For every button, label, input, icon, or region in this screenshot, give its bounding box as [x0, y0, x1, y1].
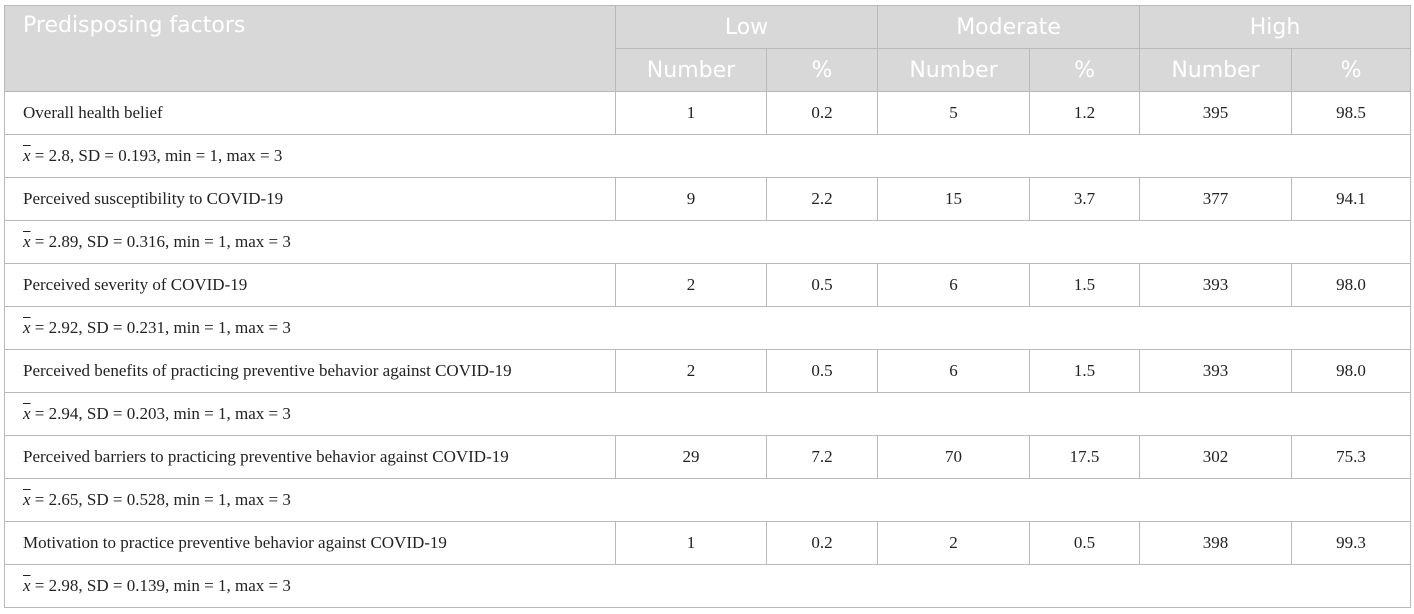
stat-row: x = 2.92, SD = 0.231, min = 1, max = 3	[3, 306, 1412, 350]
cell-high-percent: 98.0	[1291, 263, 1412, 307]
stat-text: = 2.94, SD = 0.203, min = 1, max = 3	[30, 404, 291, 423]
column-header-moderate-percent: %	[1029, 48, 1141, 92]
cell-low-percent: 2.2	[765, 177, 879, 221]
stat-text: = 2.8, SD = 0.193, min = 1, max = 3	[30, 146, 283, 165]
column-group-low: Low	[614, 5, 879, 49]
row-label: Perceived severity of COVID-19	[4, 263, 616, 307]
mean-symbol: x	[23, 232, 31, 251]
header-row-subheaders: Number % Number % Number %	[5, 48, 1412, 92]
row-label: Perceived barriers to practicing prevent…	[4, 435, 616, 479]
mean-symbol: x	[23, 404, 31, 423]
column-group-high: High	[1139, 5, 1412, 49]
header-row-groups: Predisposing factors Low Moderate High	[4, 5, 1412, 92]
mean-symbol: x	[23, 490, 31, 509]
stat-row: x = 2.65, SD = 0.528, min = 1, max = 3	[3, 478, 1412, 522]
table-body: Overall health belief 1 0.2 5 1.2 395 98…	[3, 91, 1412, 608]
column-header-moderate-number: Number	[877, 48, 1031, 92]
cell-moderate-percent: 17.5	[1029, 435, 1141, 479]
cell-high-number: 302	[1139, 435, 1293, 479]
column-header-high-percent: %	[1291, 48, 1412, 92]
cell-moderate-percent: 0.5	[1029, 521, 1141, 565]
cell-moderate-number: 15	[877, 177, 1031, 221]
cell-low-number: 1	[615, 521, 767, 565]
cell-high-number: 377	[1139, 177, 1293, 221]
cell-moderate-number: 6	[877, 349, 1031, 393]
table-header: Predisposing factors Low Moderate High N…	[4, 5, 1412, 92]
stat-cell: x = 2.8, SD = 0.193, min = 1, max = 3	[3, 134, 1412, 178]
predisposing-factors-table: Predisposing factors Low Moderate High N…	[3, 5, 1412, 608]
cell-low-number: 1	[615, 91, 767, 135]
cell-moderate-percent: 1.5	[1029, 263, 1141, 307]
column-header-high-number: Number	[1139, 48, 1293, 92]
cell-high-number: 395	[1139, 91, 1293, 135]
table-row: Overall health belief 1 0.2 5 1.2 395 98…	[4, 91, 1412, 135]
cell-low-percent: 0.5	[765, 349, 879, 393]
cell-low-number: 2	[615, 349, 767, 393]
column-header-factors: Predisposing factors	[4, 5, 616, 92]
mean-symbol: x	[23, 318, 31, 337]
cell-high-percent: 75.3	[1291, 435, 1412, 479]
cell-high-percent: 98.5	[1291, 91, 1412, 135]
stat-row: x = 2.94, SD = 0.203, min = 1, max = 3	[3, 392, 1412, 436]
cell-low-number: 2	[615, 263, 767, 307]
cell-high-number: 398	[1139, 521, 1293, 565]
table-row: Perceived severity of COVID-19 2 0.5 6 1…	[4, 263, 1412, 307]
cell-moderate-percent: 1.5	[1029, 349, 1141, 393]
cell-low-percent: 0.5	[765, 263, 879, 307]
cell-low-percent: 0.2	[765, 91, 879, 135]
row-label: Motivation to practice preventive behavi…	[4, 521, 616, 565]
stat-row: x = 2.89, SD = 0.316, min = 1, max = 3	[3, 220, 1412, 264]
cell-high-percent: 99.3	[1291, 521, 1412, 565]
stat-row: x = 2.98, SD = 0.139, min = 1, max = 3	[3, 564, 1412, 608]
cell-moderate-number: 5	[877, 91, 1031, 135]
cell-moderate-percent: 1.2	[1029, 91, 1141, 135]
cell-low-number: 9	[615, 177, 767, 221]
cell-moderate-number: 2	[877, 521, 1031, 565]
table-row: Perceived benefits of practicing prevent…	[4, 349, 1412, 393]
table-row: Perceived barriers to practicing prevent…	[4, 435, 1412, 479]
stat-row: x = 2.8, SD = 0.193, min = 1, max = 3	[3, 134, 1412, 178]
cell-high-percent: 98.0	[1291, 349, 1412, 393]
stat-cell: x = 2.89, SD = 0.316, min = 1, max = 3	[3, 220, 1412, 264]
cell-low-percent: 0.2	[765, 521, 879, 565]
row-label: Perceived susceptibility to COVID-19	[4, 177, 616, 221]
cell-moderate-percent: 3.7	[1029, 177, 1141, 221]
cell-high-number: 393	[1139, 263, 1293, 307]
stat-cell: x = 2.92, SD = 0.231, min = 1, max = 3	[3, 306, 1412, 350]
cell-high-percent: 94.1	[1291, 177, 1412, 221]
row-label: Overall health belief	[4, 91, 616, 135]
cell-low-number: 29	[615, 435, 767, 479]
stat-text: = 2.92, SD = 0.231, min = 1, max = 3	[30, 318, 291, 337]
table-container: Predisposing factors Low Moderate High N…	[3, 5, 1412, 608]
cell-high-number: 393	[1139, 349, 1293, 393]
column-group-moderate: Moderate	[877, 5, 1141, 49]
stat-cell: x = 2.94, SD = 0.203, min = 1, max = 3	[3, 392, 1412, 436]
stat-cell: x = 2.98, SD = 0.139, min = 1, max = 3	[3, 564, 1412, 608]
cell-moderate-number: 70	[877, 435, 1031, 479]
mean-symbol: x	[23, 146, 31, 165]
table-row: Motivation to practice preventive behavi…	[4, 521, 1412, 565]
stat-text: = 2.89, SD = 0.316, min = 1, max = 3	[30, 232, 291, 251]
cell-low-percent: 7.2	[765, 435, 879, 479]
column-header-low-percent: %	[765, 48, 879, 92]
stat-text: = 2.65, SD = 0.528, min = 1, max = 3	[30, 490, 291, 509]
column-header-low-number: Number	[615, 48, 767, 92]
stat-cell: x = 2.65, SD = 0.528, min = 1, max = 3	[3, 478, 1412, 522]
cell-moderate-number: 6	[877, 263, 1031, 307]
mean-symbol: x	[23, 576, 31, 595]
table-row: Perceived susceptibility to COVID-19 9 2…	[4, 177, 1412, 221]
stat-text: = 2.98, SD = 0.139, min = 1, max = 3	[30, 576, 291, 595]
row-label: Perceived benefits of practicing prevent…	[4, 349, 616, 393]
